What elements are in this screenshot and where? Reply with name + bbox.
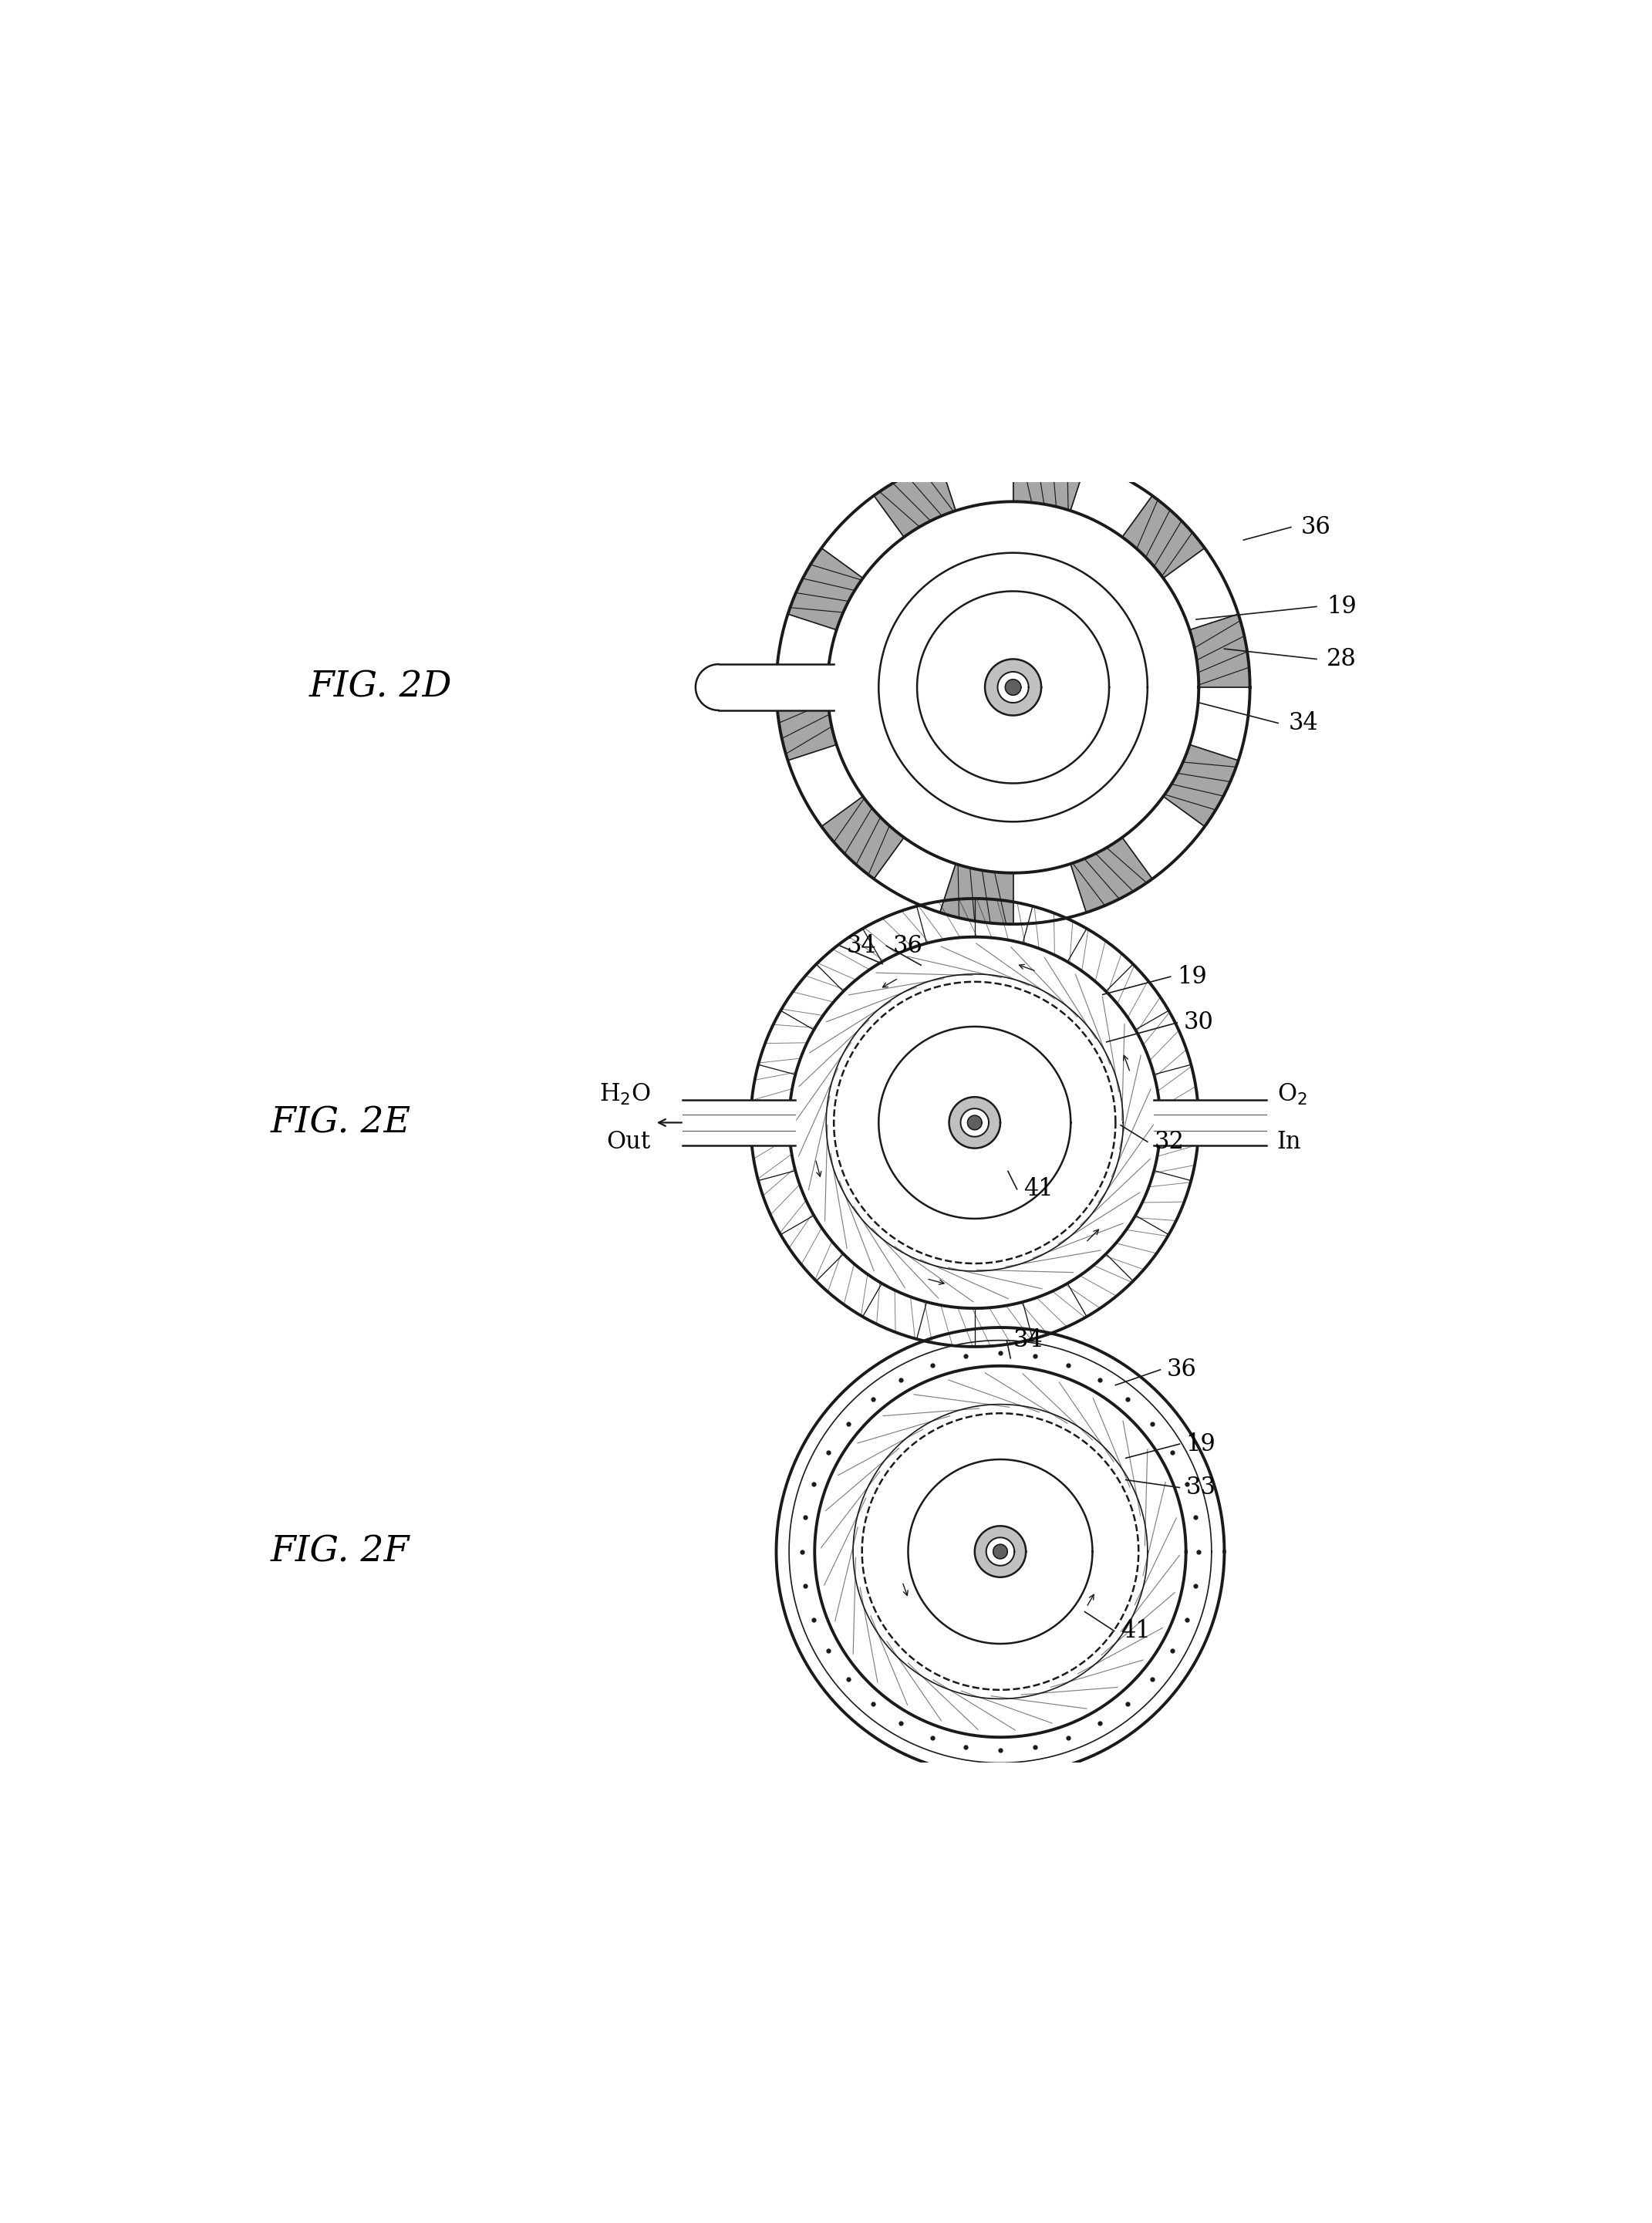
Polygon shape	[968, 1116, 981, 1129]
Polygon shape	[986, 1538, 1014, 1565]
Text: 28: 28	[1327, 647, 1356, 671]
Polygon shape	[750, 898, 1199, 1347]
Text: 41: 41	[1023, 1178, 1054, 1200]
Text: 34: 34	[847, 934, 877, 958]
Polygon shape	[776, 1327, 1224, 1776]
Text: 34: 34	[1289, 711, 1318, 736]
Polygon shape	[879, 554, 1148, 823]
Polygon shape	[1163, 745, 1239, 827]
Polygon shape	[1070, 838, 1153, 914]
Text: 30: 30	[1183, 1011, 1213, 1034]
Text: 36: 36	[1302, 516, 1332, 540]
Text: 19: 19	[1176, 965, 1208, 989]
Polygon shape	[1153, 1100, 1267, 1145]
Polygon shape	[909, 1458, 1092, 1643]
Polygon shape	[879, 1027, 1070, 1218]
Polygon shape	[788, 549, 862, 629]
Text: Out: Out	[606, 1129, 651, 1154]
Polygon shape	[993, 1545, 1008, 1558]
Polygon shape	[975, 1525, 1026, 1576]
Text: 33: 33	[1186, 1476, 1216, 1501]
Text: 36: 36	[892, 934, 923, 958]
Polygon shape	[960, 1109, 990, 1136]
Polygon shape	[1122, 496, 1204, 578]
Text: 19: 19	[1327, 594, 1356, 618]
Polygon shape	[874, 462, 957, 538]
Polygon shape	[682, 1100, 796, 1145]
Text: 34: 34	[1013, 1329, 1042, 1352]
Polygon shape	[776, 687, 836, 760]
Text: 41: 41	[1120, 1618, 1150, 1643]
Polygon shape	[719, 665, 834, 711]
Polygon shape	[821, 796, 904, 878]
Polygon shape	[950, 1096, 1001, 1149]
Polygon shape	[776, 451, 1251, 925]
Polygon shape	[985, 658, 1041, 716]
Text: 36: 36	[1166, 1358, 1196, 1383]
Polygon shape	[940, 865, 1013, 925]
Polygon shape	[1004, 680, 1021, 696]
Polygon shape	[695, 665, 719, 711]
Text: FIG. 2F: FIG. 2F	[271, 1534, 410, 1569]
Text: 19: 19	[1186, 1432, 1216, 1456]
Text: O$_2$: O$_2$	[1277, 1083, 1307, 1107]
Text: 32: 32	[1153, 1129, 1184, 1154]
Polygon shape	[917, 591, 1108, 782]
Text: FIG. 2D: FIG. 2D	[309, 669, 453, 705]
Text: In: In	[1277, 1129, 1302, 1154]
Polygon shape	[1189, 614, 1251, 687]
Text: FIG. 2E: FIG. 2E	[271, 1105, 411, 1140]
Text: H$_2$O: H$_2$O	[600, 1083, 651, 1107]
Polygon shape	[998, 671, 1029, 702]
Polygon shape	[1013, 451, 1087, 511]
